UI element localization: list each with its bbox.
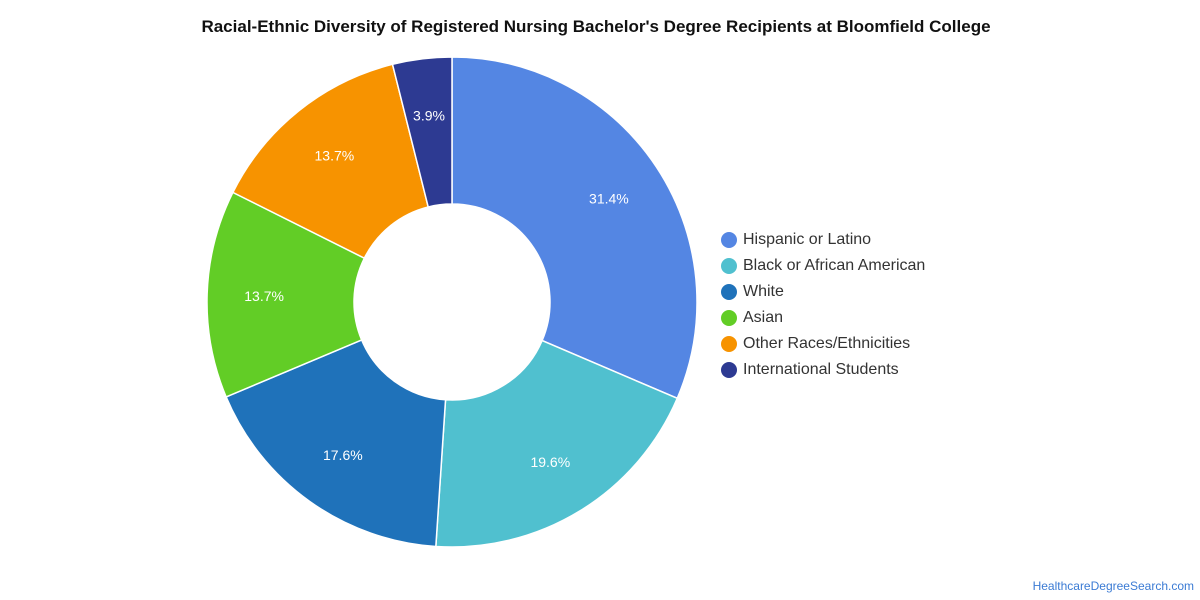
slice-label-2: 17.6% xyxy=(323,447,363,463)
slice-3 xyxy=(206,191,366,398)
legend-item-2[interactable]: White xyxy=(721,279,925,305)
legend-item-0[interactable]: Hispanic or Latino xyxy=(721,227,925,253)
slice-4 xyxy=(231,63,430,260)
legend-dot-icon xyxy=(721,336,737,352)
legend-dot-icon xyxy=(721,310,737,326)
legend-label: Black or African American xyxy=(743,257,926,274)
legend-item-5[interactable]: International Students xyxy=(721,357,925,383)
legend-label: Hispanic or Latino xyxy=(743,231,872,248)
slice-2 xyxy=(225,338,447,548)
legend-dot-icon xyxy=(721,362,737,378)
legend-item-3[interactable]: Asian xyxy=(721,305,925,331)
slice-label-0: 31.4% xyxy=(589,190,629,206)
chart-legend: Hispanic or Latino Black or African Ameri… xyxy=(721,227,925,383)
legend-label: Other Races/Ethnicities xyxy=(743,335,911,352)
chart-title: Racial-Ethnic Diversity of Registered Nu… xyxy=(201,17,991,36)
legend-label: International Students xyxy=(743,361,899,378)
slice-label-1: 19.6% xyxy=(530,454,570,470)
legend-item-1[interactable]: Black or African American xyxy=(721,253,925,279)
legend-label: White xyxy=(743,283,784,300)
legend-item-4[interactable]: Other Races/Ethnicities xyxy=(721,331,925,357)
legend-label: Asian xyxy=(743,309,784,326)
source-link[interactable]: HealthcareDegreeSearch.com xyxy=(1032,579,1194,593)
slice-1 xyxy=(435,339,679,548)
legend-dot-icon xyxy=(721,232,737,248)
legend-dot-icon xyxy=(721,284,737,300)
slice-5 xyxy=(391,56,453,208)
slice-label-3: 13.7% xyxy=(244,288,284,304)
legend-dot-icon xyxy=(721,258,737,274)
slice-label-4: 13.7% xyxy=(315,147,355,163)
slice-0 xyxy=(451,56,698,400)
slice-label-5: 3.9% xyxy=(413,107,445,123)
